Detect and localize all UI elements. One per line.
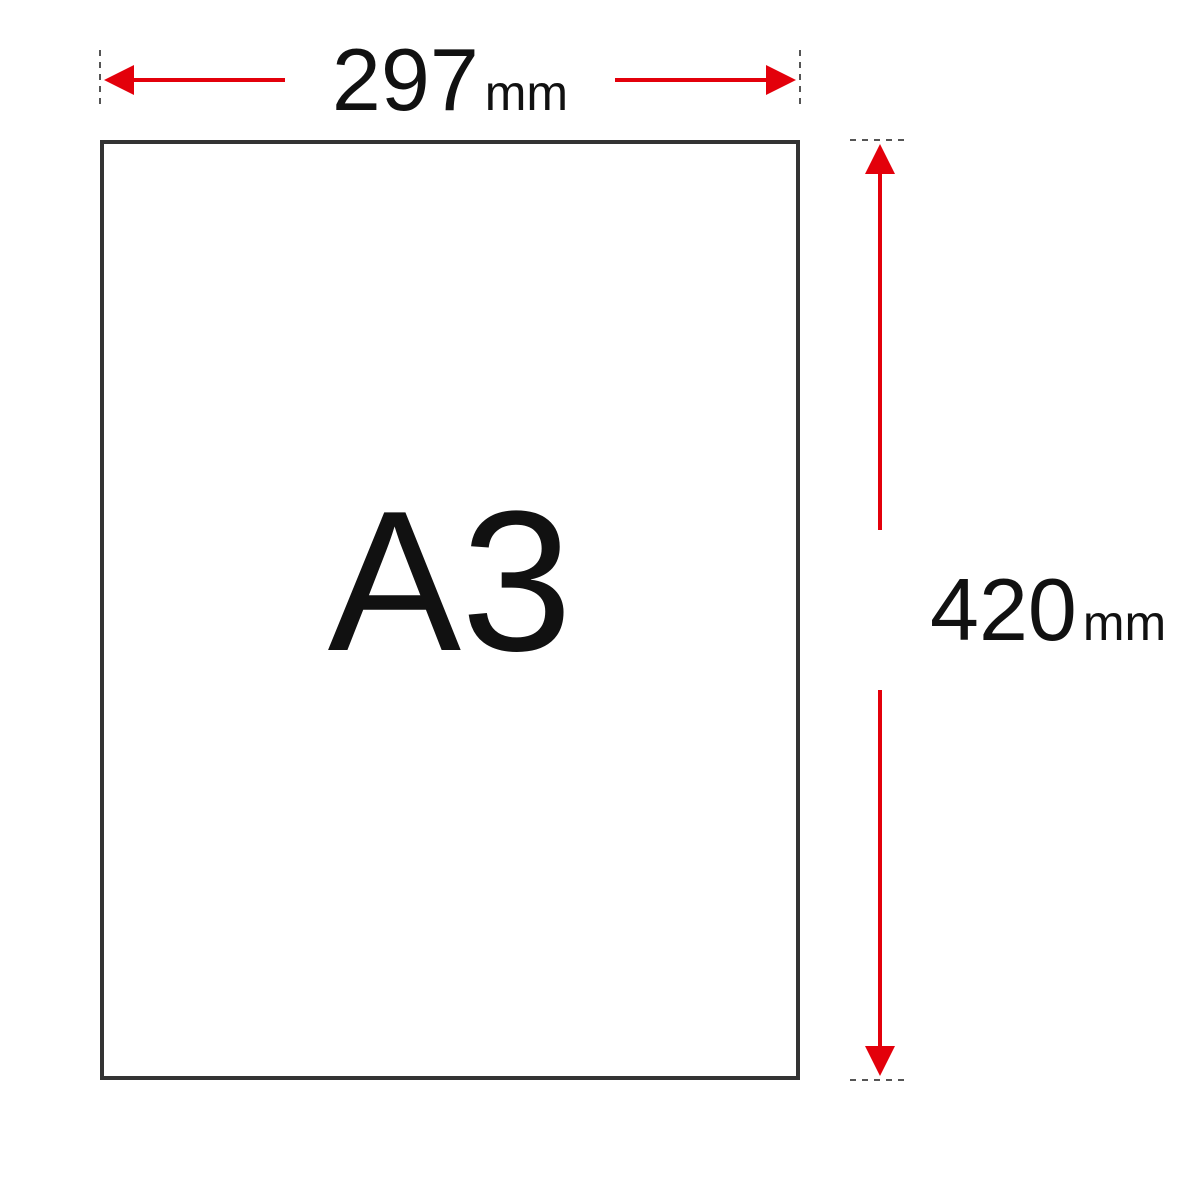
- width-arrow-left: [72, 61, 317, 99]
- width-unit: mm: [485, 65, 568, 121]
- page-size-label: A3: [328, 467, 573, 697]
- height-arrow-down: [861, 658, 899, 1108]
- height-value: 420: [930, 560, 1077, 659]
- width-value: 297: [332, 30, 479, 129]
- diagram-canvas: A3 297mm 420mm: [0, 0, 1200, 1200]
- height-unit: mm: [1083, 595, 1166, 651]
- height-arrow-up: [861, 112, 899, 562]
- height-dimension-label: 420mm: [930, 559, 1166, 661]
- width-arrow-right: [583, 61, 828, 99]
- width-dimension-label: 297mm: [332, 29, 568, 131]
